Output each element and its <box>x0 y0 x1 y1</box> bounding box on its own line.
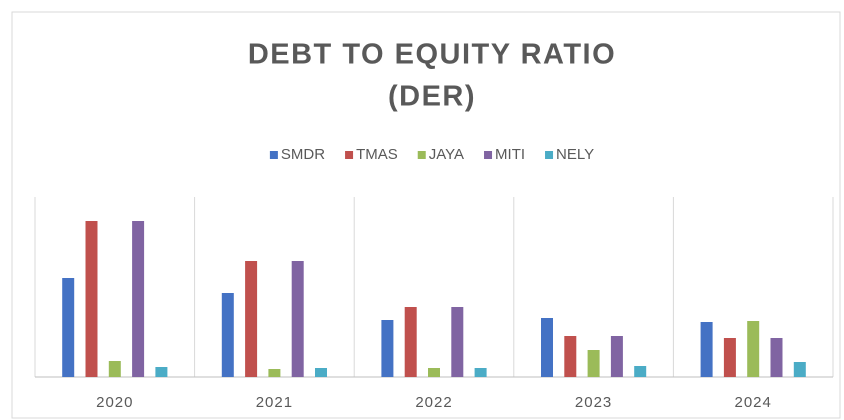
legend-swatch <box>417 151 426 159</box>
bar <box>770 338 783 377</box>
chart-title: (DER) <box>388 81 476 113</box>
x-tick-label: 2024 <box>735 394 772 411</box>
bar <box>315 368 327 377</box>
bar <box>108 361 121 377</box>
legend-label: MITI <box>495 146 525 163</box>
bar <box>85 221 98 377</box>
bar <box>587 350 600 377</box>
bar <box>381 320 394 377</box>
x-tick-label: 2022 <box>415 394 452 411</box>
bar <box>451 307 464 377</box>
legend-label: NELY <box>556 146 594 163</box>
bar <box>428 368 440 377</box>
legend-swatch <box>345 151 354 159</box>
bar <box>221 293 234 377</box>
legend-swatch <box>484 151 493 159</box>
x-tick-label: 2023 <box>575 394 612 411</box>
bar <box>155 367 168 377</box>
bar <box>747 321 760 377</box>
bar <box>245 261 258 377</box>
legend-label: SMDR <box>281 146 325 163</box>
bar <box>723 338 736 377</box>
bar <box>291 261 304 377</box>
legend-swatch <box>545 151 554 159</box>
bar <box>564 336 577 377</box>
bar <box>700 322 713 377</box>
legend-label: TMAS <box>356 146 398 163</box>
bar <box>793 362 806 377</box>
bar <box>62 278 75 377</box>
bar <box>404 307 417 377</box>
bar <box>132 221 145 377</box>
legend-label: JAYA <box>429 146 464 163</box>
x-tick-label: 2020 <box>96 394 133 411</box>
bar <box>610 336 623 377</box>
bar <box>268 369 281 377</box>
chart-title: DEBT TO EQUITY RATIO <box>248 39 616 71</box>
bar <box>634 366 647 377</box>
bar <box>474 368 487 377</box>
bar <box>541 318 553 377</box>
x-tick-label: 2021 <box>256 394 293 411</box>
legend-swatch <box>269 151 278 159</box>
